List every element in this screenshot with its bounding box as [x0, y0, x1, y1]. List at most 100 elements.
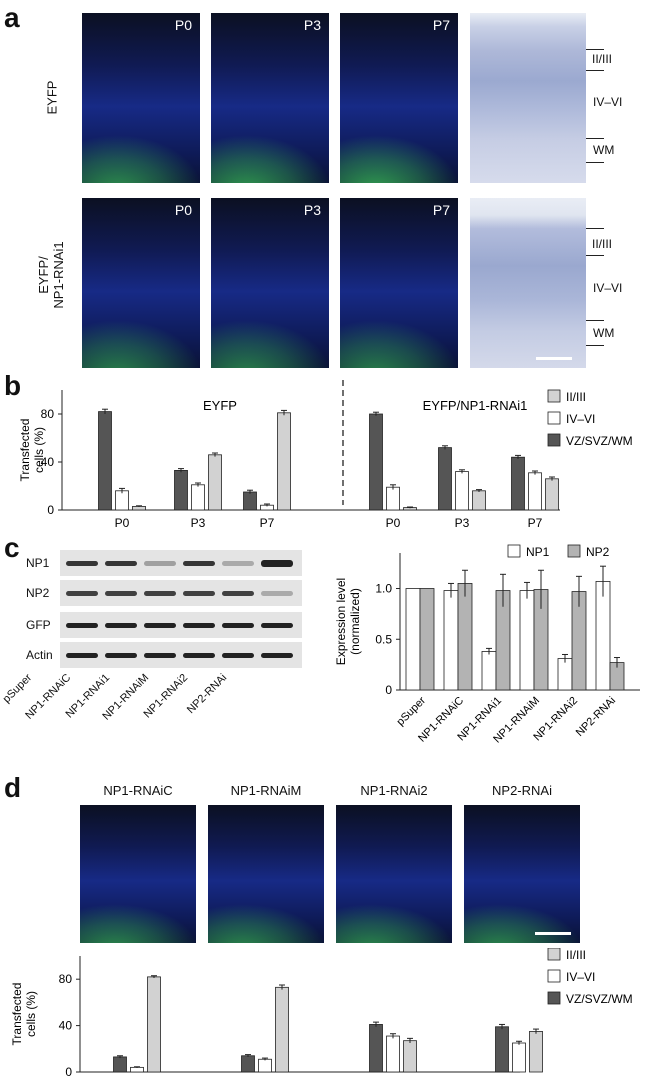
nissl-stain-bottom — [470, 198, 586, 368]
blot-band — [261, 559, 293, 567]
blot-band — [261, 622, 293, 628]
layer-label-ii-iii-top: II/III — [592, 52, 613, 66]
micrograph-np1-rnai2 — [336, 805, 452, 943]
row-label-eyfp-np1-rnai1: EYFP/ NP1-RNAi1 — [36, 241, 66, 309]
blot-band — [222, 590, 254, 596]
timepoint-label: P3 — [303, 202, 321, 218]
x-tick-label: P0 — [386, 516, 401, 530]
micrograph-np1-rnai1-p7: P7 — [340, 198, 458, 368]
blot-label-gfp: GFP — [26, 618, 51, 632]
legend-label: II/III — [566, 390, 586, 404]
bar — [258, 1058, 272, 1073]
blot-band — [183, 590, 215, 596]
image-title-np1-rnaic: NP1-RNAiC — [103, 783, 173, 798]
legend-swatch — [547, 433, 561, 447]
bar — [443, 590, 459, 691]
blot-label-np1: NP1 — [26, 556, 50, 570]
blot-band — [183, 652, 215, 658]
bar — [557, 658, 573, 691]
blot-band — [66, 622, 98, 628]
layer-label-wm-bottom: WM — [593, 326, 615, 340]
blot-actin — [60, 642, 302, 668]
y-axis-label: Expression level(normalized) — [334, 578, 362, 665]
blot-band — [222, 560, 254, 566]
bar — [595, 581, 611, 691]
bar — [519, 590, 535, 691]
bar — [495, 1026, 509, 1073]
row-label-eyfp: EYFP — [44, 80, 60, 115]
micrograph-eyfp-p0: P0 — [82, 13, 200, 183]
bar — [386, 486, 400, 511]
layer-label-wm-top: WM — [593, 143, 615, 157]
blot-band — [105, 590, 137, 596]
bar — [419, 588, 435, 691]
panel-letter-b: b — [4, 370, 22, 401]
bar — [405, 588, 421, 691]
bar — [457, 583, 473, 691]
blot-band — [105, 622, 137, 628]
chart-d: 0 40 80 Transfectedcells (%) II/III IV–VI VZ/S… — [10, 948, 633, 1078]
micrograph-eyfp-p7: P7 — [340, 13, 458, 183]
legend-label: NP2 — [586, 545, 610, 559]
bar — [529, 1031, 543, 1073]
bar — [438, 447, 452, 511]
blot-band — [66, 590, 98, 596]
y-tick-label: 40 — [59, 1019, 73, 1033]
micrograph-np1-rnai1-p3: P3 — [211, 198, 329, 368]
bar — [241, 1055, 255, 1073]
blot-band — [105, 652, 137, 658]
bar — [208, 454, 222, 511]
panel-letter-a: a — [4, 2, 20, 33]
y-tick-label: 0 — [47, 503, 54, 517]
bar — [369, 1024, 383, 1073]
legend-label: NP1 — [526, 545, 550, 559]
legend-label: IV–VI — [566, 412, 595, 426]
blot-band — [144, 590, 176, 596]
legend-label: IV–VI — [566, 970, 595, 984]
y-tick-label: 80 — [41, 407, 55, 421]
y-tick-label: 40 — [41, 455, 55, 469]
layer-label-ii-iii-bottom: II/III — [592, 237, 613, 251]
timepoint-label: P7 — [432, 17, 450, 33]
bar — [147, 976, 161, 1073]
group-title-eyfp: EYFP — [203, 398, 237, 413]
legend-swatch — [547, 948, 561, 961]
micrograph-eyfp-p3: P3 — [211, 13, 329, 183]
panel-letter-d: d — [4, 772, 22, 803]
bar — [481, 651, 497, 691]
blot-lane-label: NP1-RNAi1 — [63, 671, 113, 721]
blot-band — [66, 652, 98, 658]
blot-lane-label: NP1-RNAiM — [100, 671, 152, 723]
x-tick-label: P7 — [260, 516, 275, 530]
bar — [243, 491, 257, 511]
blot-lane-label: NP1-RNAi2 — [141, 671, 191, 721]
y-tick-label: 0.5 — [375, 632, 392, 646]
legend-swatch — [547, 969, 561, 983]
bar — [130, 1066, 144, 1073]
panel-letter-c: c — [4, 532, 20, 563]
x-tick-label: P7 — [528, 516, 543, 530]
timepoint-label: P0 — [174, 202, 192, 218]
blot-band — [183, 560, 215, 566]
timepoint-label: P3 — [303, 17, 321, 33]
blot-band — [183, 622, 215, 628]
legend-swatch — [567, 544, 581, 558]
blot-label-np2: NP2 — [26, 586, 50, 600]
bar — [472, 490, 486, 511]
timepoint-label: P0 — [174, 17, 192, 33]
bar — [528, 472, 542, 511]
blot-band — [144, 652, 176, 658]
bar — [98, 411, 112, 511]
bar — [174, 470, 188, 511]
blot-np1 — [60, 550, 302, 576]
legend-label: II/III — [566, 948, 586, 962]
legend-swatch — [547, 991, 561, 1005]
bar — [275, 986, 289, 1073]
bar — [277, 412, 291, 511]
bar — [113, 1056, 127, 1073]
legend-swatch — [507, 544, 521, 558]
blot-gfp — [60, 612, 302, 638]
bar — [455, 471, 469, 511]
blot-band — [222, 622, 254, 628]
